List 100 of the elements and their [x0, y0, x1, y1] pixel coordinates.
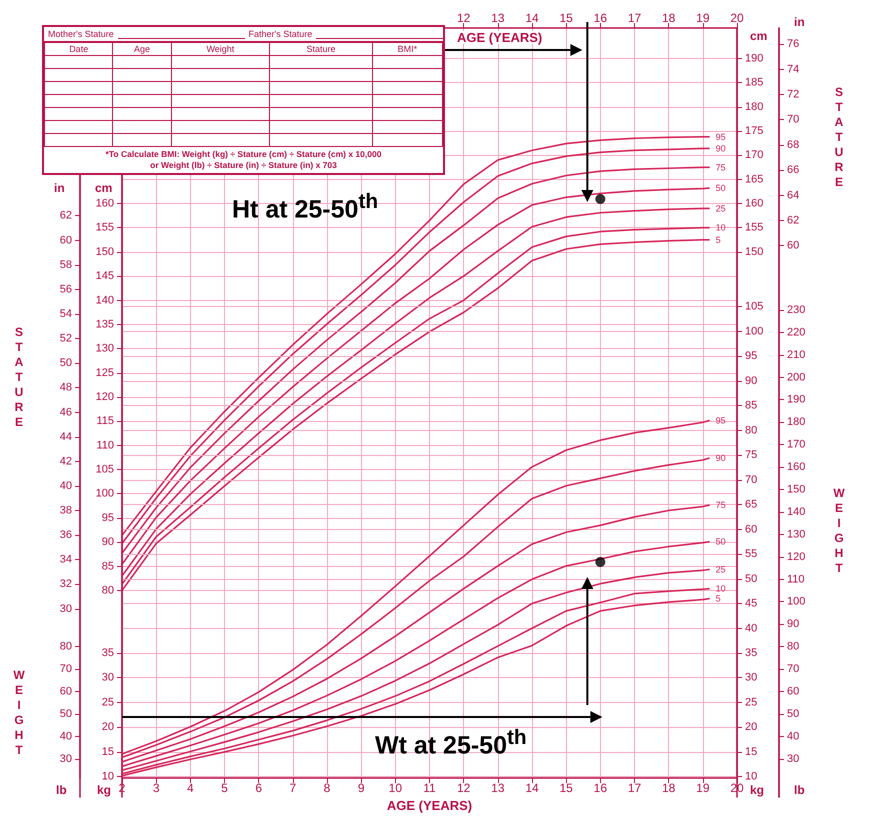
x2-tick-label: 18 — [662, 11, 676, 25]
x-tick-label: 17 — [628, 781, 642, 796]
y-tick-label: 125 — [96, 366, 114, 379]
y-tick-label: 10 — [102, 770, 114, 783]
series-label: 25 — [716, 564, 726, 574]
x-axis-title: AGE (YEARS) — [386, 798, 472, 813]
y3-tick-label: 36 — [60, 529, 72, 542]
y2-tick-label: 70 — [745, 474, 758, 486]
y3-tick-label: 44 — [60, 430, 72, 443]
text: lb — [54, 783, 69, 797]
y3-tick-label: 54 — [60, 308, 72, 320]
annotation: Wt at 25-50$^{th}$ — [375, 726, 527, 760]
y2-tick-label: 90 — [745, 374, 758, 387]
y2-tick-label: 95 — [745, 350, 758, 362]
series-label: 25 — [716, 203, 726, 214]
y2-tick-label: 80 — [745, 424, 758, 436]
x-tick-label: 4 — [186, 781, 194, 796]
series-label: 90 — [716, 143, 726, 154]
y2-tick-label: 155 — [745, 222, 764, 234]
y-axis-title: WEIGHT — [10, 668, 28, 758]
text: kg — [748, 783, 766, 797]
text: Mother's Stature — [48, 29, 114, 39]
y3-tick-label: 30 — [60, 752, 72, 765]
y2-tick-label: 160 — [745, 198, 764, 210]
x2-tick-label: 13 — [491, 11, 505, 25]
x2-tick-label: 17 — [628, 11, 642, 25]
series-label: 50 — [716, 183, 726, 194]
text: kg — [95, 783, 114, 797]
y2-tick-label: 45 — [745, 598, 758, 610]
series-label: 10 — [716, 584, 726, 594]
y2-tick-label: 35 — [745, 647, 758, 659]
y3-tick-label: 70 — [60, 663, 72, 676]
y-tick-label: 72 — [787, 88, 800, 100]
y-tick-label: 100 — [96, 488, 114, 500]
x-tick-label: 11 — [423, 781, 436, 796]
y-tick-label: 150 — [96, 246, 114, 258]
y3-tick-label: 42 — [60, 455, 72, 468]
y2-tick-label: 85 — [745, 400, 758, 412]
y3-tick-label: 32 — [60, 578, 72, 590]
text: lb — [792, 783, 807, 797]
x-tick-label: 19 — [696, 781, 710, 796]
y2-tick-label: 200 — [787, 371, 806, 384]
annotation: BMI* — [372, 42, 442, 56]
y2-tick-label: 220 — [787, 326, 806, 338]
x2-tick-label: 16 — [594, 11, 608, 25]
y-axis-title: STATURE — [10, 325, 28, 430]
x-tick-label: 13 — [491, 781, 505, 796]
y-tick-label: 120 — [96, 391, 114, 404]
y2-tick-label: 210 — [787, 348, 806, 361]
y2-tick-label: 20 — [745, 721, 758, 734]
y-tick-label: 64 — [787, 189, 800, 202]
y3-tick-label: 58 — [60, 258, 72, 271]
y-tick-label: 30 — [102, 672, 114, 684]
y-tick-label: 76 — [787, 38, 800, 50]
y-tick-label: 140 — [96, 294, 114, 306]
y3-tick-label: 38 — [60, 504, 72, 517]
y3-tick-label: 30 — [60, 602, 72, 615]
y-tick-label: 115 — [96, 415, 114, 428]
y2-tick-label: 55 — [745, 548, 758, 560]
y2-tick-label: 165 — [745, 173, 764, 186]
annotation: or Weight (lb) ÷ Stature (in) ÷ Stature (in) x 703 — [150, 160, 337, 170]
series-label: 75 — [716, 162, 726, 172]
y2-tick-label: 190 — [787, 394, 806, 406]
series-label: 95 — [716, 132, 726, 142]
y3-tick-label: 56 — [60, 283, 72, 296]
y-tick-label: 62 — [787, 214, 800, 226]
y3-tick-label: 40 — [60, 730, 72, 742]
y-tick-label: 90 — [102, 536, 114, 548]
y2-tick-label: 185 — [745, 76, 764, 89]
y3-tick-label: 46 — [60, 406, 72, 418]
y-tick-label: 145 — [96, 270, 114, 282]
y-tick-label: 20 — [102, 721, 114, 734]
y-tick-label: 35 — [102, 647, 114, 659]
y2-tick-label: 180 — [787, 416, 806, 428]
x-tick-label: 18 — [662, 781, 676, 796]
y-tick-label: 80 — [102, 584, 114, 596]
y-tick-label: 60 — [787, 240, 800, 252]
x-tick-label: 8 — [324, 781, 331, 796]
y2-tick-label: 15 — [745, 746, 758, 758]
y2-tick-label: 170 — [787, 438, 806, 451]
annotation: Weight — [171, 42, 270, 56]
series-label: 10 — [716, 222, 726, 233]
y2-tick-label: 150 — [745, 246, 764, 258]
y2-tick-label: 30 — [745, 672, 758, 684]
series-label: 5 — [716, 234, 721, 245]
y2-tick-label: 175 — [745, 125, 764, 138]
x2-tick-label: 19 — [696, 11, 710, 25]
y2-tick-label: 65 — [745, 498, 758, 511]
annotation: Ht at 25-50$^{th}$ — [232, 190, 378, 224]
annotation: Father's Stature — [248, 29, 312, 39]
y2-axis-title: WEIGHT — [830, 486, 848, 576]
x-tick-label: 10 — [388, 781, 402, 796]
x-tick-label: 7 — [289, 781, 296, 796]
x-tick-label: 14 — [525, 781, 539, 796]
y3-tick-label: 60 — [60, 234, 72, 246]
y3-tick-label: 48 — [60, 382, 72, 394]
y2-tick-label: 25 — [745, 696, 758, 708]
y-tick-label: 95 — [102, 512, 114, 524]
y-tick-label: 15 — [102, 746, 114, 758]
y2-tick-label: 10 — [745, 770, 758, 783]
